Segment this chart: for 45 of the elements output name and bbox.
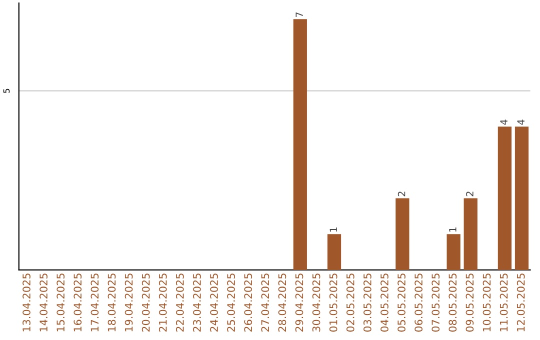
x-tick-label: 28.04.2025 (278, 274, 286, 332)
bar (396, 198, 410, 270)
bar (498, 126, 512, 270)
x-tick-label: 15.04.2025 (56, 274, 65, 332)
x-tick-label: 14.04.2025 (40, 274, 48, 332)
data-label: 2 (398, 192, 406, 196)
x-tick-label: 03.05.2025 (363, 274, 372, 332)
bar (446, 234, 460, 270)
x-tick-label: 18.04.2025 (108, 274, 116, 332)
data-label: 1 (330, 227, 337, 232)
x-tick-label: 13.04.2025 (22, 274, 30, 332)
data-label: 7 (296, 12, 303, 17)
x-tick-label: 25.04.2025 (227, 274, 235, 332)
data-label: 4 (517, 120, 524, 125)
x-tick-label: 27.04.2025 (261, 274, 270, 332)
x-tick-label: 02.05.2025 (346, 274, 354, 332)
x-tick-label: 29.04.2025 (295, 274, 304, 332)
bar (293, 19, 307, 270)
x-tick-label: 11.05.2025 (500, 274, 508, 332)
x-tick-label: 09.05.2025 (466, 274, 474, 332)
x-tick-label: 24.04.2025 (210, 274, 218, 332)
x-tick-label: 30.04.2025 (312, 274, 320, 332)
ref-line-label: 5 (3, 88, 10, 93)
x-tick-label: 17.04.2025 (90, 274, 99, 332)
x-tick-label: 16.04.2025 (74, 274, 82, 332)
x-tick-label: 05.05.2025 (398, 274, 406, 332)
bar (514, 126, 529, 270)
x-tick-label: 08.05.2025 (448, 274, 457, 332)
x-tick-label: 01.05.2025 (329, 274, 338, 332)
bar (327, 234, 342, 270)
data-label: 1 (449, 227, 456, 232)
x-tick-label: 06.05.2025 (414, 274, 423, 332)
x-tick-label: 07.05.2025 (432, 274, 440, 332)
x-tick-label: 21.04.2025 (158, 274, 167, 332)
x-tick-label: 19.04.2025 (124, 274, 133, 332)
x-tick-label: 23.04.2025 (193, 274, 201, 332)
data-label: 2 (466, 192, 474, 196)
x-tick-label: 10.05.2025 (482, 274, 491, 332)
x-tick-label: 26.04.2025 (244, 274, 252, 332)
x-tick-label: 04.05.2025 (380, 274, 388, 332)
x-tick-label: 20.04.2025 (142, 274, 150, 332)
data-label: 4 (500, 120, 508, 125)
x-tick-label: 12.05.2025 (516, 274, 525, 332)
x-tick-label: 22.04.2025 (176, 274, 184, 332)
bar (464, 198, 478, 270)
